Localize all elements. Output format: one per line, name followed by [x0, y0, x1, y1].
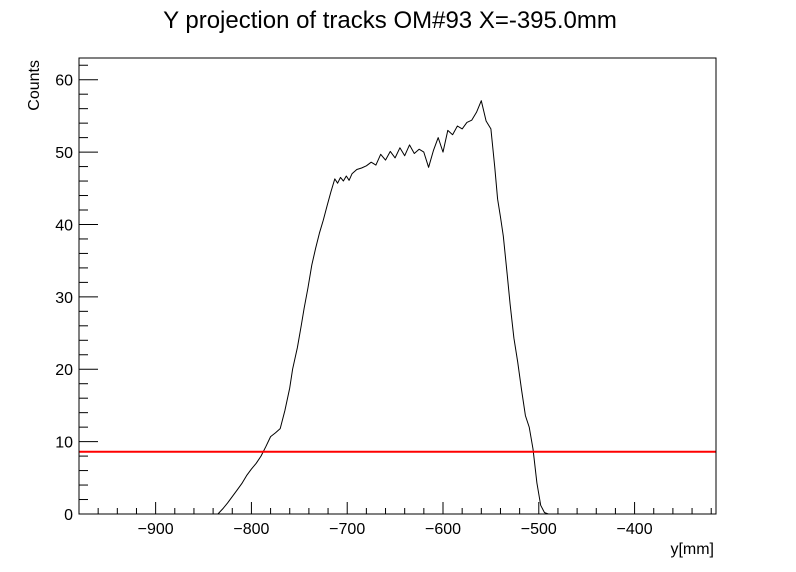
x-tick-label: −400: [617, 521, 653, 538]
axes: −900 −800 −700 −600 −500 −400 0 10 20 30 40 50 60: [55, 64, 712, 538]
y-tick-label: 50: [55, 145, 73, 162]
y-tick-label: 40: [55, 217, 73, 234]
x-tick-label: −700: [329, 521, 365, 538]
y-tick-label: 10: [55, 435, 73, 452]
x-tick-label: −900: [138, 521, 174, 538]
plot-area: [79, 100, 716, 515]
y-axis-title: Counts: [26, 60, 43, 111]
histogram-line: [217, 100, 563, 515]
plot-frame: [78, 57, 717, 515]
y-tick-label: 20: [55, 362, 73, 379]
x-tick-label: −800: [233, 521, 269, 538]
y-tick-label: 30: [55, 290, 73, 307]
x-axis-title: y[mm]: [670, 541, 714, 558]
x-tick-label: −500: [521, 521, 557, 538]
y-tick-label: 0: [64, 507, 73, 524]
y-tick-label: 60: [55, 73, 73, 90]
chart-title: Y projection of tracks OM#93 X=-395.0mm: [163, 7, 617, 34]
x-tick-label: −600: [425, 521, 461, 538]
